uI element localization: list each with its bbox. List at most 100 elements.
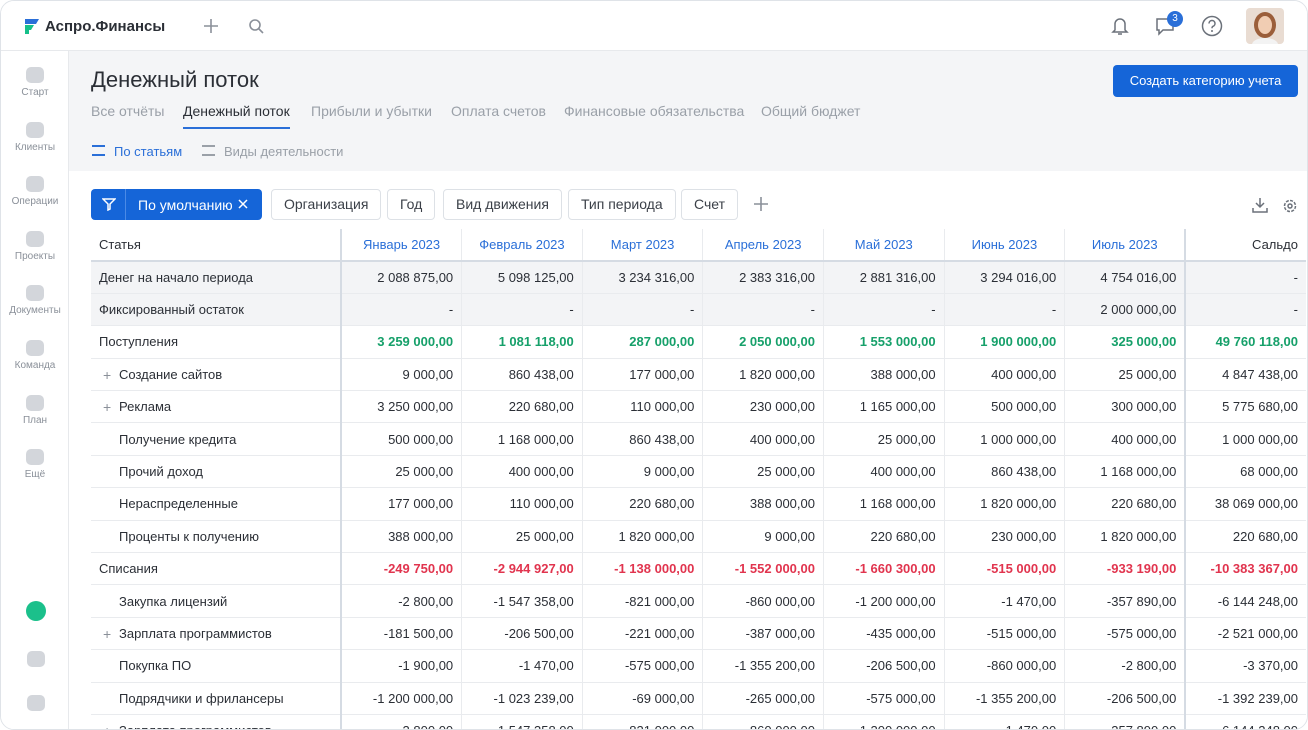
value-cell: 220 680,00: [822, 520, 945, 554]
row-label-cell: + Зарплата программистов: [91, 714, 342, 729]
value-cell: 1 820 000,00: [943, 487, 1065, 521]
value-cell: -1 547 358,00: [461, 584, 583, 618]
view-tab[interactable]: Виды деятельности: [224, 144, 344, 159]
filter-chip[interactable]: Счет: [681, 189, 738, 220]
nav-item[interactable]: Операции: [1, 176, 69, 207]
nav-item[interactable]: Документы: [1, 285, 69, 316]
value-cell: 325 000,00: [1064, 325, 1186, 359]
value-cell: -265 000,00: [702, 682, 824, 715]
value-cell: 9 000,00: [702, 520, 824, 554]
column-header: Сальдо: [1184, 229, 1306, 262]
report-tab[interactable]: Оплата счетов: [451, 103, 546, 119]
value-cell: -2 800,00: [340, 584, 462, 618]
value-cell: 2 088 875,00: [340, 261, 462, 294]
value-cell: 1 168 000,00: [1064, 455, 1186, 489]
value-cell: -860 000,00: [702, 714, 824, 729]
search-button[interactable]: [248, 18, 264, 34]
value-cell: 388 000,00: [340, 520, 462, 554]
chat-icon[interactable]: [27, 695, 45, 711]
value-cell: 3 234 316,00: [581, 261, 703, 294]
help-button[interactable]: [1201, 15, 1223, 37]
nav-item[interactable]: Клиенты: [1, 121, 69, 153]
download-button[interactable]: [1252, 197, 1268, 213]
top-bar: Аспро.Финансы 3: [1, 1, 1307, 51]
value-cell: 25 000,00: [822, 422, 945, 456]
value-cell: -: [943, 293, 1065, 327]
table-row: Подрядчики и фрилансеры -1 200 000,00 -1 0…: [91, 682, 1306, 715]
row-label-cell: + Создание сайтов: [91, 358, 342, 392]
cashflow-table: Статья Январь 2023 Февраль 2023 Март 2023 Ап…: [91, 229, 1306, 729]
expand-toggle[interactable]: +: [103, 366, 112, 383]
filter-chip[interactable]: Тип периода: [568, 189, 676, 220]
report-tab[interactable]: Денежный поток: [183, 103, 290, 129]
clear-preset[interactable]: [238, 199, 248, 209]
report-tab[interactable]: Общий бюджет: [761, 103, 861, 119]
value-cell: -575 000,00: [1064, 617, 1186, 651]
row-label: Закупка лицензий: [119, 593, 228, 609]
add-filter[interactable]: [753, 196, 769, 212]
table-settings[interactable]: [1282, 198, 1298, 214]
value-cell: 110 000,00: [461, 487, 583, 521]
report-tab[interactable]: Финансовые обязательства: [564, 103, 745, 119]
value-cell: -357 890,00: [1064, 714, 1186, 729]
preset-filter[interactable]: По умолчанию: [91, 189, 262, 220]
value-cell: -860 000,00: [943, 649, 1065, 683]
row-label: Денег на начало периода: [99, 269, 254, 285]
filter-chip[interactable]: Организация: [271, 189, 382, 220]
row-label-cell: Фиксированный остаток: [91, 293, 342, 327]
filter-chip[interactable]: Вид движения: [443, 189, 562, 220]
report-tab[interactable]: Все отчёты: [91, 103, 165, 119]
value-cell: 3 250 000,00: [340, 390, 462, 424]
value-cell: 500 000,00: [340, 422, 462, 456]
nav-icon: [26, 67, 44, 83]
row-label: Создание сайтов: [119, 366, 223, 382]
notifications-button[interactable]: [1111, 16, 1129, 36]
value-cell: 49 760 118,00: [1184, 325, 1306, 359]
create-button[interactable]: Создать категорию учета: [1113, 65, 1298, 97]
nav-item[interactable]: Ещё: [1, 449, 69, 480]
expand-toggle[interactable]: +: [103, 625, 112, 642]
nav-item[interactable]: Старт: [1, 67, 69, 98]
value-cell: -821 000,00: [581, 714, 703, 729]
report-tab[interactable]: Прибыли и убытки: [311, 103, 432, 119]
view-tab[interactable]: По статьям: [114, 144, 183, 159]
nav-label: Команда: [14, 360, 56, 371]
value-cell: 500 000,00: [943, 390, 1065, 424]
nav-item[interactable]: План: [1, 394, 69, 426]
value-cell: 300 000,00: [1064, 390, 1186, 424]
value-cell: 220 680,00: [461, 390, 583, 424]
value-cell: -69 000,00: [581, 682, 703, 715]
value-cell: 3 259 000,00: [340, 325, 462, 359]
value-cell: 1 081 118,00: [461, 325, 583, 359]
row-label: Реклама: [119, 399, 172, 415]
add-button[interactable]: [203, 18, 219, 34]
filter-chip[interactable]: Год: [387, 189, 436, 220]
value-cell: -1 355 200,00: [702, 649, 824, 683]
value-cell: 400 000,00: [1064, 422, 1186, 456]
nav-label: Операции: [11, 196, 59, 208]
nav-icon: [26, 340, 44, 356]
row-label: Фиксированный остаток: [99, 302, 244, 318]
row-label: Проценты к получению: [119, 528, 259, 544]
row-label: Получение кредита: [119, 431, 237, 447]
table-row: Закупка лицензий -2 800,00 -1 547 358,00 -8…: [91, 584, 1306, 618]
row-label: Прочий доход: [119, 464, 203, 480]
row-label-cell: Закупка лицензий: [91, 584, 342, 618]
expand-toggle[interactable]: +: [103, 723, 111, 729]
nav-item[interactable]: Команда: [1, 340, 69, 371]
column-header: Июль 2023: [1064, 229, 1186, 262]
value-cell: 1 820 000,00: [702, 358, 824, 392]
column-header: Статья: [91, 229, 342, 262]
expand-toggle[interactable]: +: [103, 399, 112, 416]
row-label: Списания: [99, 561, 158, 577]
value-cell: -1 392 239,00: [1184, 682, 1306, 715]
value-cell: 38 069 000,00: [1184, 487, 1306, 521]
avatar[interactable]: [1246, 8, 1284, 44]
nav-item[interactable]: Проекты: [1, 230, 69, 262]
nav-label: Ещё: [24, 469, 46, 481]
view-icon: [202, 145, 215, 156]
settings-icon[interactable]: [27, 651, 45, 667]
value-cell: -357 890,00: [1064, 584, 1186, 618]
value-cell: -860 000,00: [702, 584, 824, 618]
